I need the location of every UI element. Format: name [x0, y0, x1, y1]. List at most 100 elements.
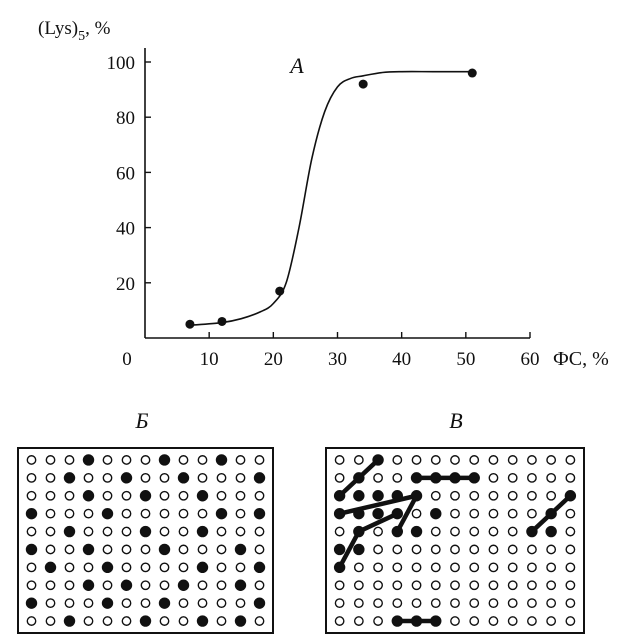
filled-lipid: [372, 490, 384, 502]
x-tick-label: 20: [264, 349, 283, 370]
empty-lipid: [254, 580, 265, 591]
filled-lipid: [101, 597, 114, 609]
empty-lipid: [373, 580, 383, 591]
empty-lipid: [565, 508, 576, 519]
empty-lipid: [83, 508, 94, 519]
empty-lipid: [45, 616, 56, 626]
empty-lipid: [507, 598, 518, 609]
empty-lipid: [469, 616, 480, 626]
filled-lipid: [158, 454, 171, 466]
empty-lipid: [527, 616, 537, 626]
filled-lipid: [63, 472, 76, 484]
empty-lipid: [373, 472, 383, 483]
filled-lipid: [253, 561, 266, 574]
filled-lipid: [253, 597, 266, 609]
empty-lipid: [353, 562, 364, 573]
empty-lipid: [565, 544, 576, 555]
empty-lipid: [488, 455, 499, 465]
empty-lipid: [216, 472, 227, 483]
empty-lipid: [140, 544, 151, 555]
empty-lipid: [178, 455, 189, 465]
panel-v-label: В: [449, 408, 462, 433]
empty-lipid: [334, 526, 345, 537]
x-tick-label: 60: [521, 349, 540, 370]
empty-lipid: [392, 472, 403, 483]
empty-lipid: [546, 455, 557, 465]
filled-lipid: [410, 472, 423, 484]
filled-lipid: [353, 525, 365, 538]
empty-lipid: [26, 616, 37, 626]
filled-lipid: [353, 507, 365, 520]
empty-lipid: [488, 616, 499, 626]
y-axis-label-subscript: 5: [78, 29, 85, 44]
empty-lipid: [469, 526, 480, 537]
empty-lipid: [235, 490, 246, 501]
panel-b-grid: [25, 454, 266, 627]
empty-lipid: [488, 508, 499, 519]
empty-lipid: [430, 580, 441, 591]
filled-lipid: [353, 472, 365, 484]
empty-lipid: [45, 455, 56, 465]
empty-lipid: [45, 508, 56, 519]
empty-lipid: [64, 490, 75, 501]
filled-lipid: [545, 507, 557, 520]
empty-lipid: [140, 472, 151, 483]
filled-lipid: [101, 561, 114, 574]
empty-lipid: [507, 544, 518, 555]
empty-lipid: [178, 508, 189, 519]
y-tick-label: 20: [116, 274, 135, 295]
filled-lipid: [82, 490, 95, 502]
data-point: [275, 286, 285, 296]
filled-lipid: [391, 615, 404, 627]
filled-lipid: [25, 507, 38, 520]
filled-lipid: [372, 507, 384, 520]
filled-lipid: [564, 490, 577, 502]
empty-lipid: [121, 598, 132, 609]
empty-lipid: [140, 562, 151, 573]
empty-lipid: [507, 472, 518, 483]
empty-lipid: [83, 472, 94, 483]
empty-lipid: [488, 544, 499, 555]
empty-lipid: [450, 616, 460, 626]
data-points: [185, 68, 477, 329]
empty-lipid: [334, 598, 345, 609]
domain-link: [356, 511, 400, 534]
fit-curve: [189, 70, 473, 327]
filled-lipid: [526, 525, 538, 538]
empty-lipid: [102, 580, 113, 591]
empty-lipid: [45, 472, 56, 483]
empty-lipid: [83, 598, 94, 609]
empty-lipid: [121, 508, 132, 519]
empty-lipid: [373, 616, 383, 626]
panel-b-label: Б: [135, 408, 149, 433]
domain-link: [337, 493, 419, 516]
empty-lipid: [235, 562, 246, 573]
empty-lipid: [527, 472, 537, 483]
empty-lipid: [488, 472, 499, 483]
empty-lipid: [178, 490, 189, 501]
y-tick-label: 40: [116, 219, 135, 240]
empty-lipid: [546, 472, 557, 483]
empty-lipid: [64, 544, 75, 555]
empty-lipid: [197, 580, 208, 591]
filled-lipid: [253, 472, 266, 484]
empty-lipid: [178, 544, 189, 555]
empty-lipid: [83, 526, 94, 537]
empty-lipid: [178, 598, 189, 609]
empty-lipid: [121, 526, 132, 537]
empty-lipid: [488, 580, 499, 591]
empty-lipid: [254, 616, 265, 626]
empty-lipid: [546, 562, 557, 573]
empty-lipid: [254, 490, 265, 501]
empty-lipid: [26, 562, 37, 573]
panel-v-grid: [333, 454, 577, 627]
empty-lipid: [565, 580, 576, 591]
empty-lipid: [507, 526, 518, 537]
empty-lipid: [216, 562, 227, 573]
filled-lipid: [391, 525, 404, 538]
x-tick-label: 30: [328, 349, 347, 370]
empty-lipid: [216, 490, 227, 501]
empty-lipid: [45, 490, 56, 501]
empty-lipid: [26, 455, 37, 465]
empty-lipid: [26, 490, 37, 501]
